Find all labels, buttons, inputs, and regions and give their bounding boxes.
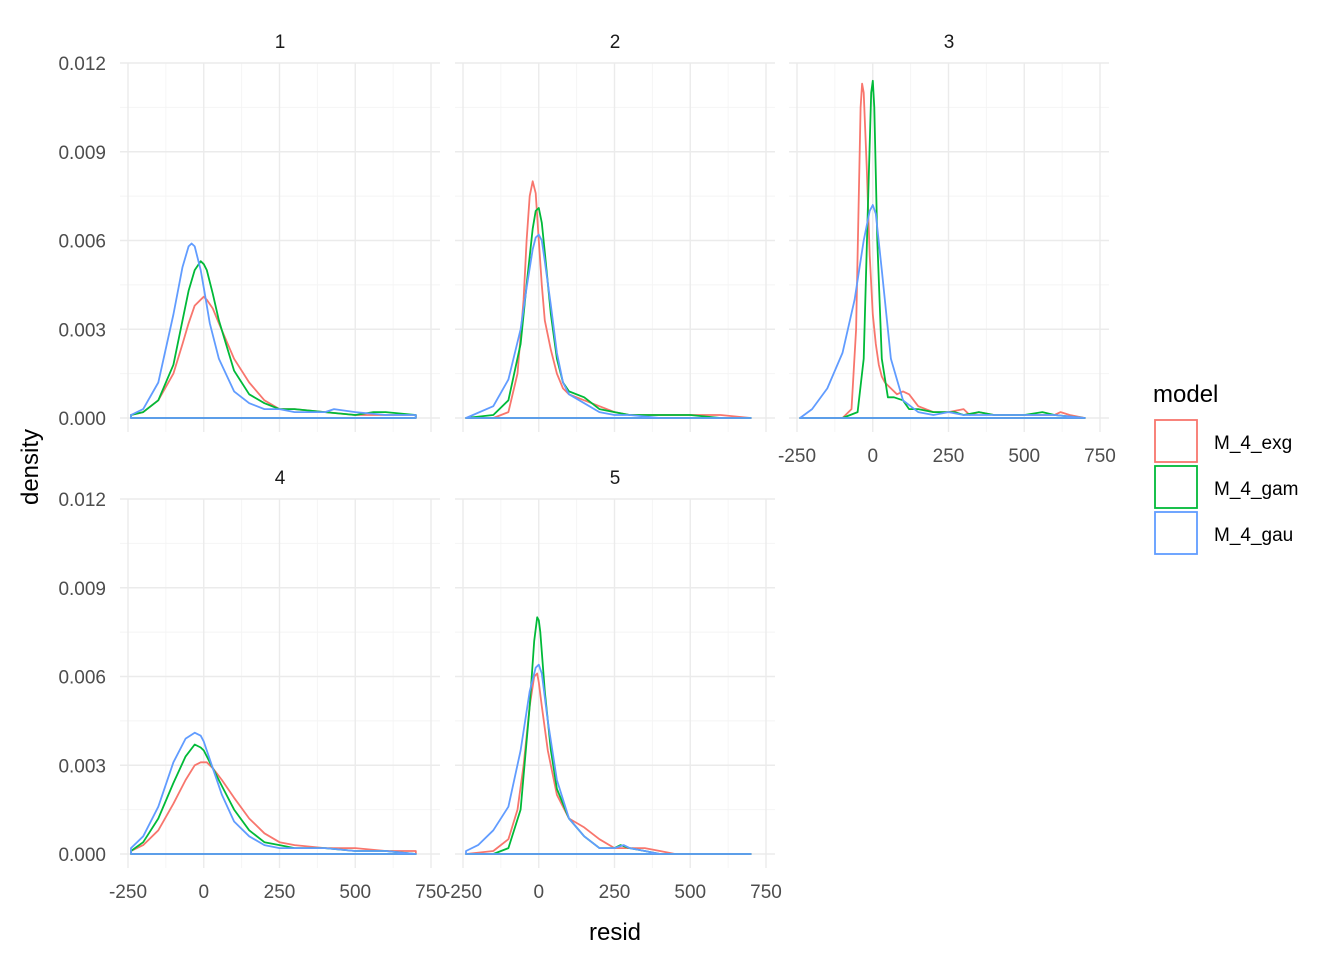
density-line-M_4_gam (130, 260, 417, 419)
density-line-M_4_gau (130, 731, 417, 855)
legend-key-box (1154, 419, 1198, 463)
legend: model M_4_exg M_4_gam M_4_gau (1153, 381, 1299, 555)
y-tick-label: 0.000 (58, 409, 106, 430)
legend-key-box (1154, 511, 1198, 555)
x-tick-label: 0 (198, 882, 209, 903)
panels-layer: 1 2 3 4 5 (120, 32, 1109, 868)
facet-panel-4: 4 (120, 468, 440, 868)
facet-strip-label: 4 (275, 468, 286, 489)
y-tick-label: 0.012 (58, 490, 106, 511)
density-line-M_4_gau (465, 233, 752, 419)
x-tick-label: -250 (778, 446, 816, 467)
x-tick-label: 750 (415, 882, 447, 903)
x-tick-label: 250 (599, 882, 631, 903)
legend-title: model (1153, 381, 1218, 408)
y-tick-label: 0.006 (58, 232, 106, 253)
facet-panel-5: 5 (455, 468, 775, 868)
density-line-M_4_gam (465, 616, 752, 855)
y-tick-label: 0.003 (58, 756, 106, 777)
legend-item-M_4_gam: M_4_gam (1154, 465, 1299, 509)
x-tick-label: 0 (533, 882, 544, 903)
density-line-M_4_gam (799, 79, 1086, 419)
facet-panel-3: 3 (789, 32, 1109, 432)
legend-item-M_4_gau: M_4_gau (1154, 511, 1293, 555)
density-line-M_4_exg (130, 761, 417, 855)
legend-label: M_4_gau (1214, 525, 1293, 546)
x-tick-label: 500 (674, 882, 706, 903)
y-axis-title: density (17, 429, 44, 505)
density-line-M_4_gau (130, 242, 417, 419)
x-tick-label: 250 (264, 882, 296, 903)
x-tick-label: 750 (750, 882, 782, 903)
facet-strip-label: 1 (275, 32, 286, 53)
legend-item-M_4_exg: M_4_exg (1154, 419, 1292, 463)
x-tick-label: -250 (444, 882, 482, 903)
facet-panel-2: 2 (455, 32, 775, 432)
density-line-M_4_exg (465, 672, 752, 855)
x-tick-label: 500 (339, 882, 371, 903)
legend-label: M_4_gam (1214, 479, 1299, 500)
y-tick-label: 0.003 (58, 320, 106, 341)
facet-panel-1: 1 (120, 32, 440, 432)
x-tick-label: 500 (1008, 446, 1040, 467)
y-tick-label: 0.006 (58, 668, 106, 689)
x-axis-title: resid (589, 919, 641, 946)
density-line-M_4_gau (799, 204, 1086, 419)
facet-strip-label: 5 (610, 468, 621, 489)
facet-strip-label: 2 (610, 32, 621, 53)
density-line-M_4_exg (799, 82, 1086, 419)
facet-strip-label: 3 (944, 32, 955, 53)
density-line-M_4_exg (465, 180, 752, 419)
legend-label: M_4_exg (1214, 433, 1292, 454)
x-tick-label: 750 (1084, 446, 1116, 467)
x-tick-label: 250 (933, 446, 965, 467)
x-tick-label: 0 (867, 446, 878, 467)
density-line-M_4_gam (465, 207, 752, 419)
density-line-M_4_gau (465, 663, 752, 855)
y-tick-label: 0.009 (58, 579, 106, 600)
legend-items: M_4_exg M_4_gam M_4_gau (1154, 419, 1299, 555)
legend-key-box (1154, 465, 1198, 509)
x-tick-label: -250 (109, 882, 147, 903)
y-tick-label: 0.000 (58, 845, 106, 866)
y-tick-label: 0.009 (58, 143, 106, 164)
y-tick-label: 0.012 (58, 54, 106, 75)
